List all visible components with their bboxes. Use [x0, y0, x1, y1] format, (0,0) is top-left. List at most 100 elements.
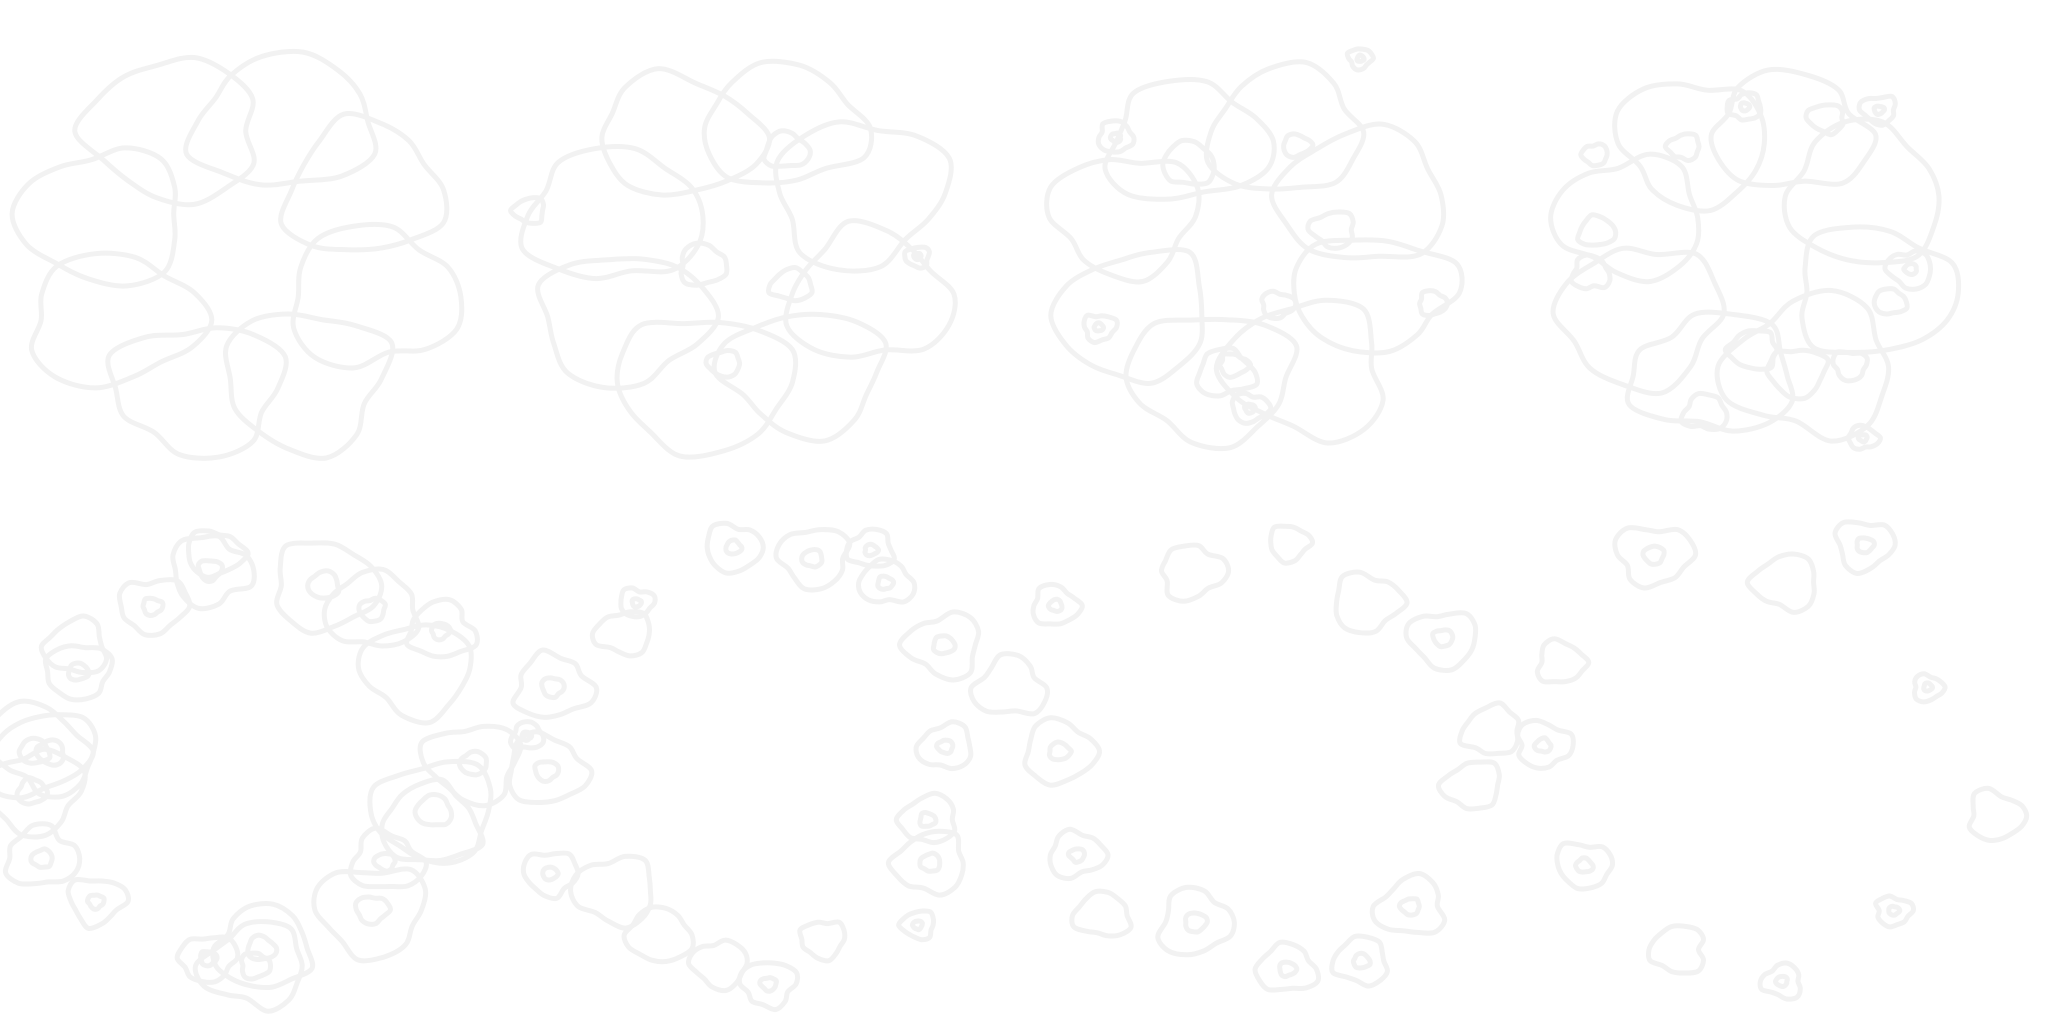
blob-hole-outline	[28, 846, 55, 870]
petal-outline	[701, 58, 875, 186]
blob-outline	[1333, 569, 1410, 636]
frame-6	[506, 520, 982, 1013]
blob-outline	[355, 622, 474, 726]
blob-outline	[1912, 671, 1948, 705]
blob-hole-outline	[65, 660, 92, 683]
petal-outline	[1213, 297, 1386, 446]
blob-outline	[1856, 93, 1898, 128]
petal-outline	[1044, 157, 1202, 285]
blob-outline	[589, 609, 652, 659]
blob-outline	[1435, 759, 1502, 812]
blob-hole-outline	[456, 748, 489, 778]
petal-outline	[9, 145, 178, 289]
fragment-outline	[1830, 349, 1870, 384]
petal-outline	[518, 144, 706, 282]
blob-outline	[1554, 840, 1615, 892]
blob-hole-outline	[1045, 596, 1065, 615]
petal-outline	[72, 54, 257, 208]
blob-hole-outline	[1921, 680, 1936, 694]
blob-hole-outline	[1854, 535, 1877, 556]
blob-outline	[856, 556, 918, 605]
blob-outline	[968, 651, 1050, 717]
fragment-outline	[703, 348, 743, 380]
blob-outline	[885, 828, 966, 898]
blob-hole-outline	[934, 737, 956, 757]
petal-outline	[783, 218, 958, 360]
blob-hole-outline	[140, 595, 166, 619]
frame-7	[968, 523, 1522, 993]
blob-outline	[618, 585, 658, 620]
blob-outline	[510, 647, 600, 720]
frame-5	[0, 528, 524, 1014]
fragment-outline	[1160, 137, 1217, 187]
blob-outline	[417, 723, 524, 809]
blob-outline	[2, 821, 83, 887]
petal-outline	[1048, 247, 1205, 386]
fragment-outline	[1722, 328, 1780, 372]
blob-outline	[1022, 715, 1102, 788]
blob-hole-outline	[371, 851, 398, 874]
blob-hole-outline	[862, 541, 882, 559]
blob-outline	[507, 719, 547, 751]
blob-outline	[185, 528, 251, 580]
blob-outline	[685, 937, 750, 994]
blob-outline	[1515, 717, 1576, 771]
blob-outline	[1369, 870, 1448, 936]
blob-outline	[1757, 960, 1803, 1002]
fragment-outline	[1305, 209, 1356, 251]
blob-hole-outline	[1183, 910, 1210, 935]
fragment-outline	[1764, 347, 1831, 402]
blob-outline	[1646, 923, 1706, 976]
blob-hole-outline	[356, 595, 388, 625]
blob-hole-outline	[1871, 103, 1887, 118]
blob-outline	[1873, 893, 1916, 930]
blob-hole-outline	[917, 850, 943, 874]
blob-hole-outline	[1277, 959, 1300, 980]
fragment-outline	[1281, 131, 1316, 160]
blob-outline	[1457, 700, 1522, 757]
blob-outline	[274, 540, 385, 636]
blob-outline	[42, 643, 115, 703]
petal-outline	[599, 66, 773, 198]
frame-1	[9, 48, 465, 461]
petal-outline	[1714, 287, 1892, 444]
blob-outline	[192, 919, 305, 1014]
blob-outline	[508, 195, 547, 226]
blob-outline	[1030, 581, 1085, 627]
blob-hole-outline	[198, 949, 220, 969]
petal-outline	[1612, 81, 1768, 214]
blob-outline	[0, 746, 88, 840]
blob-outline	[170, 533, 257, 612]
blob-hole-outline	[799, 546, 825, 570]
blob-hole-outline	[539, 675, 567, 701]
blob-hole-outline	[930, 633, 958, 657]
petal-outline	[1203, 59, 1367, 192]
blob-hole-outline	[33, 737, 67, 768]
petal-outline	[183, 48, 379, 188]
blob-hole-outline	[875, 573, 897, 592]
blob-hole-outline	[1531, 735, 1554, 755]
blob-outline	[379, 776, 486, 864]
petal-outline	[1548, 151, 1702, 285]
frame-8	[1515, 519, 2030, 1002]
blob-outline	[1678, 390, 1730, 432]
blob-hole-outline	[352, 894, 393, 927]
blob-outline	[321, 566, 422, 649]
blob-outline	[1081, 312, 1120, 346]
blob-outline	[1344, 46, 1376, 73]
blob-hole-outline	[1430, 627, 1456, 650]
fragment-outline	[678, 240, 730, 288]
blob-outline	[0, 712, 99, 800]
fragment-outline	[1662, 131, 1702, 163]
blob-hole-outline	[723, 537, 745, 557]
fragment-outline	[765, 265, 815, 304]
petal-outline	[1624, 309, 1796, 434]
blob-hole-outline	[757, 975, 779, 994]
blob-outline	[1252, 939, 1321, 993]
blob-hole-outline	[1855, 432, 1870, 445]
fragment-outline	[1217, 351, 1253, 380]
blob-outline	[843, 526, 897, 569]
blob-outline	[1724, 90, 1764, 123]
blob-outline	[311, 866, 429, 964]
